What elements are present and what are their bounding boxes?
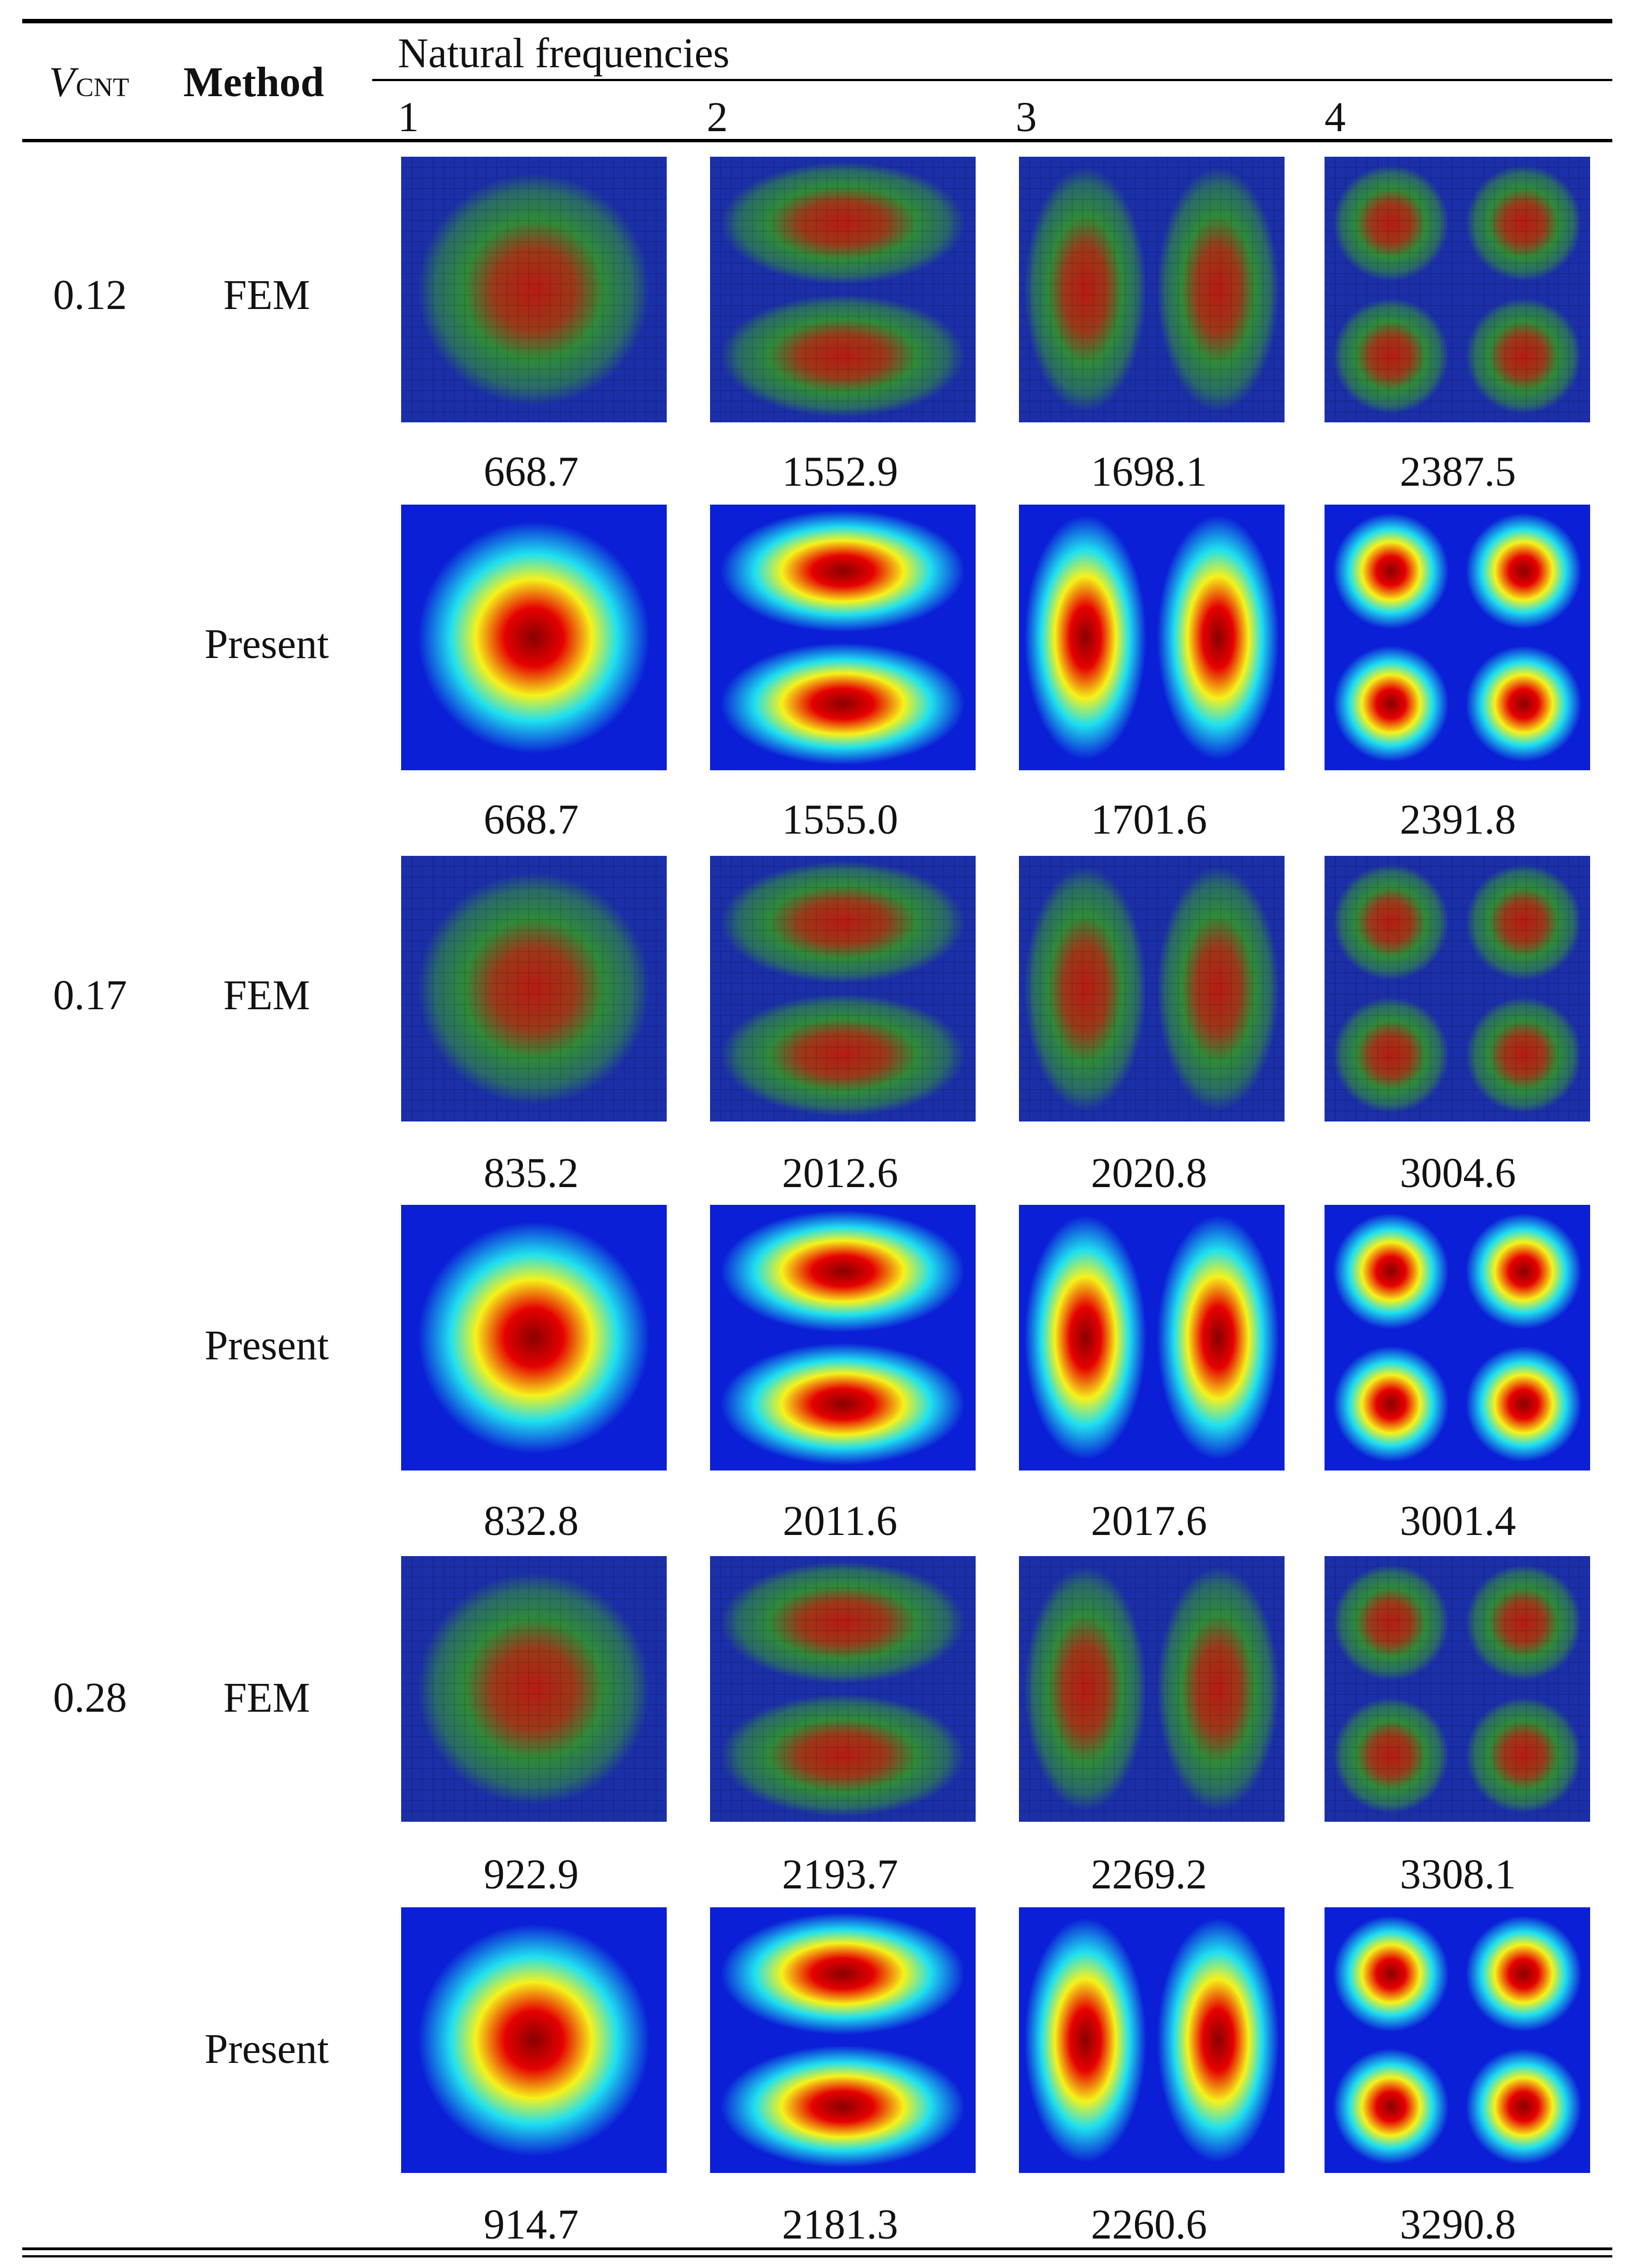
present-mode-shape-image [1325, 505, 1590, 770]
method-header: Method [183, 59, 324, 106]
frequency-value: 2193.7 [782, 1851, 898, 1898]
mode-number-3: 3 [1016, 94, 1037, 141]
frequency-value: 2269.2 [1091, 1851, 1207, 1898]
frequency-value: 832.8 [483, 1498, 579, 1544]
present-mode-shape-image [1019, 1205, 1285, 1471]
method-label: Present [204, 621, 329, 667]
frequency-value: 2260.6 [1091, 2201, 1207, 2248]
method-label: FEM [223, 272, 311, 318]
present-mode-shape-image [401, 1205, 667, 1471]
method-label: Present [204, 1322, 329, 1369]
mode-number-4: 4 [1325, 94, 1346, 141]
vcnt-value: 0.17 [53, 972, 127, 1019]
frequency-value: 922.9 [483, 1851, 579, 1898]
present-mode-shape-image [1325, 1205, 1590, 1471]
header-bottom-rule [22, 139, 1612, 142]
frequency-value: 2391.8 [1400, 796, 1516, 843]
top-rule [22, 19, 1612, 23]
fem-mode-shape-image [1019, 157, 1285, 422]
fem-mode-shape-image [710, 856, 976, 1121]
fem-mode-shape-image [1019, 1556, 1285, 1822]
frequency-value: 1552.9 [782, 448, 898, 495]
fem-mode-shape-image [710, 157, 976, 422]
present-mode-shape-image [710, 1907, 976, 2173]
fem-mode-shape-image [1019, 856, 1285, 1121]
frequency-value: 2387.5 [1400, 448, 1516, 495]
frequency-value: 668.7 [483, 448, 579, 495]
fem-mode-shape-image [401, 1556, 667, 1822]
frequency-value: 3004.6 [1400, 1150, 1516, 1197]
vcnt-value: 0.28 [53, 1674, 127, 1721]
fem-mode-shape-image [401, 157, 667, 422]
frequency-value: 2181.3 [782, 2201, 898, 2248]
frequency-value: 1698.1 [1091, 448, 1207, 495]
present-mode-shape-image [1019, 1907, 1285, 2173]
frequency-value: 3290.8 [1400, 2201, 1516, 2248]
vcnt-header-sub: CNT [76, 73, 129, 102]
fem-mode-shape-image [710, 1556, 976, 1822]
mode-number-2: 2 [707, 94, 728, 141]
present-mode-shape-image [401, 1907, 667, 2173]
frequency-value: 914.7 [483, 2201, 579, 2248]
vcnt-value: 0.12 [53, 272, 127, 318]
frequency-value: 3308.1 [1400, 1851, 1516, 1898]
vcnt-header: VCNT [49, 61, 129, 103]
present-mode-shape-image [1325, 1907, 1590, 2173]
method-label: FEM [223, 972, 311, 1019]
present-mode-shape-image [1019, 505, 1285, 770]
frequency-value: 835.2 [483, 1150, 579, 1197]
frequency-value: 1555.0 [782, 796, 898, 843]
bottom-rule-2 [22, 2255, 1612, 2257]
fem-mode-shape-image [1325, 1556, 1590, 1822]
method-label: Present [204, 2026, 329, 2072]
present-mode-shape-image [401, 505, 667, 770]
frequency-value: 2011.6 [782, 1498, 898, 1544]
fem-mode-shape-image [1325, 856, 1590, 1121]
frequency-value: 3001.4 [1400, 1498, 1516, 1544]
present-mode-shape-image [710, 505, 976, 770]
method-label: FEM [223, 1674, 311, 1721]
bottom-rule-1 [22, 2247, 1612, 2250]
natural-frequencies-header: Natural frequencies [398, 30, 730, 77]
frequency-value: 2012.6 [782, 1150, 898, 1197]
mode-number-1: 1 [398, 94, 419, 141]
frequency-value: 2017.6 [1091, 1498, 1207, 1544]
natural-frequencies-rule [372, 79, 1612, 81]
fem-mode-shape-image [401, 856, 667, 1121]
fem-mode-shape-image [1325, 157, 1590, 422]
frequency-value: 1701.6 [1091, 796, 1207, 843]
vcnt-header-main: V [49, 59, 75, 106]
present-mode-shape-image [710, 1205, 976, 1471]
frequency-value: 2020.8 [1091, 1150, 1207, 1197]
frequency-value: 668.7 [483, 796, 579, 843]
